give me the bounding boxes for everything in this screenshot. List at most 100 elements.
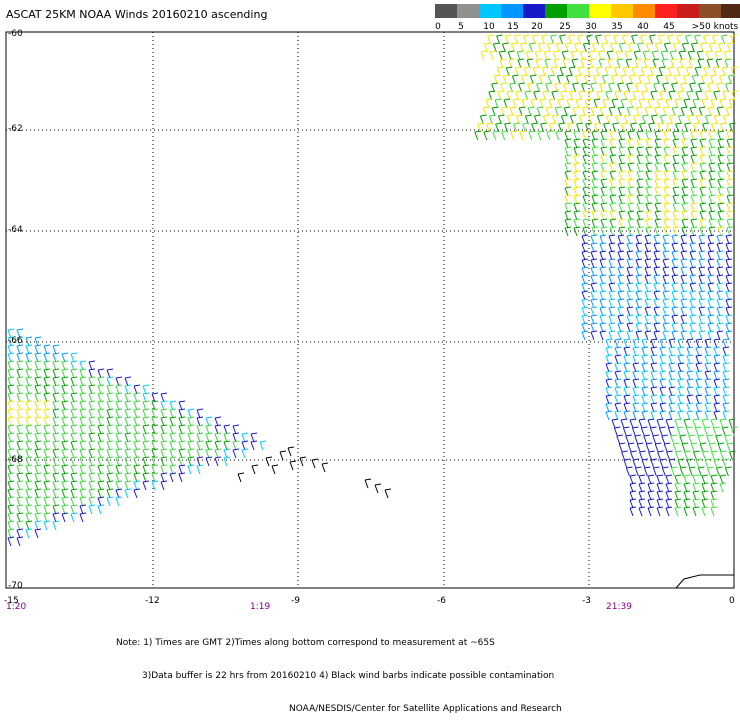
wind-barb — [43, 520, 51, 531]
pass-time-label: 1:19 — [250, 602, 270, 612]
wind-barb — [618, 194, 626, 205]
wind-barb — [675, 450, 682, 461]
wind-barb — [169, 416, 177, 427]
wind-barb — [115, 424, 123, 435]
wind-barb — [704, 338, 712, 349]
wind-barb — [672, 210, 680, 221]
wind-barb — [7, 328, 15, 339]
wind-barb — [651, 50, 659, 61]
wind-barb — [595, 34, 602, 45]
wind-barb — [25, 336, 33, 347]
wind-barb — [205, 416, 213, 427]
wind-barb — [641, 354, 649, 365]
x-tick-label: -6 — [437, 596, 446, 606]
wind-barb — [645, 170, 653, 181]
wind-barb — [581, 330, 589, 341]
wind-barb — [694, 426, 702, 437]
wind-barb — [689, 306, 697, 317]
wind-barb — [717, 154, 725, 165]
wind-barb — [160, 456, 168, 467]
wind-barb — [25, 424, 33, 435]
wind-barb — [169, 432, 177, 443]
wind-barb — [106, 416, 114, 427]
wind-barb — [668, 394, 676, 405]
wind-barb — [659, 458, 667, 469]
wind-barb — [552, 50, 560, 61]
wind-barb — [564, 138, 572, 149]
wind-barb — [697, 434, 704, 445]
wind-barb — [124, 408, 132, 419]
wind-barb — [106, 488, 114, 499]
wind-barb — [61, 448, 69, 459]
wind-barb — [687, 50, 695, 61]
wind-barb — [657, 450, 664, 461]
wind-barb — [726, 170, 734, 181]
wind-barb — [34, 360, 42, 371]
wind-barb — [690, 202, 698, 213]
wind-barb — [582, 138, 590, 149]
wind-barb — [16, 520, 24, 531]
wind-barb — [608, 298, 616, 309]
wind-barb — [662, 234, 670, 245]
wind-barb — [582, 146, 590, 157]
wind-barb — [599, 282, 607, 293]
wind-barb — [699, 442, 707, 453]
wind-barb — [106, 472, 114, 483]
wind-barb — [679, 466, 687, 477]
wind-barb — [653, 234, 661, 245]
wind-barb — [70, 376, 78, 387]
wind-barb — [160, 480, 168, 491]
wind-barb — [160, 416, 168, 427]
wind-barb — [710, 418, 718, 429]
wind-barb — [151, 400, 159, 411]
wind-barb — [635, 330, 643, 341]
wind-barb — [34, 440, 42, 451]
wind-barb — [647, 498, 655, 509]
wind-barb — [364, 478, 372, 489]
wind-barb — [25, 432, 33, 443]
wind-barb — [133, 472, 141, 483]
wind-barb — [581, 234, 589, 245]
wind-barb — [699, 162, 707, 173]
wind-barb — [663, 146, 671, 157]
wind-barb — [609, 138, 617, 149]
wind-barb — [725, 282, 733, 293]
wind-barb — [707, 242, 715, 253]
wind-barb — [52, 496, 60, 507]
wind-barb — [716, 282, 724, 293]
wind-barb — [16, 392, 24, 403]
wind-barb — [677, 370, 685, 381]
wind-barb — [7, 416, 15, 427]
wind-barb — [680, 234, 688, 245]
wind-barb — [133, 456, 141, 467]
wind-barb — [534, 50, 542, 61]
wind-barb — [641, 378, 649, 389]
wind-barb — [690, 154, 698, 165]
wind-barb — [124, 424, 132, 435]
wind-barb — [25, 512, 33, 523]
wind-barb — [667, 34, 674, 45]
wind-barb — [681, 138, 689, 149]
wind-barb — [717, 194, 725, 205]
wind-barb — [636, 130, 643, 141]
wind-barb — [115, 456, 123, 467]
wind-barb — [299, 456, 307, 467]
legend-label: 30 — [585, 22, 597, 32]
wind-barb — [726, 186, 734, 197]
wind-barb — [690, 146, 698, 157]
wind-barb — [605, 346, 613, 357]
wind-barb — [683, 418, 691, 429]
legend-label: 45 — [663, 22, 675, 32]
wind-barb — [34, 496, 42, 507]
wind-barb — [600, 218, 608, 229]
wind-barb — [480, 50, 488, 61]
wind-barb — [608, 242, 616, 253]
wind-barb — [591, 226, 599, 237]
wind-barb — [626, 250, 634, 261]
wind-barb — [680, 306, 688, 317]
wind-barb — [698, 322, 706, 333]
wind-barb — [661, 434, 668, 445]
wind-barb — [25, 400, 33, 411]
wind-barb — [710, 482, 718, 493]
wind-barb — [600, 202, 608, 213]
